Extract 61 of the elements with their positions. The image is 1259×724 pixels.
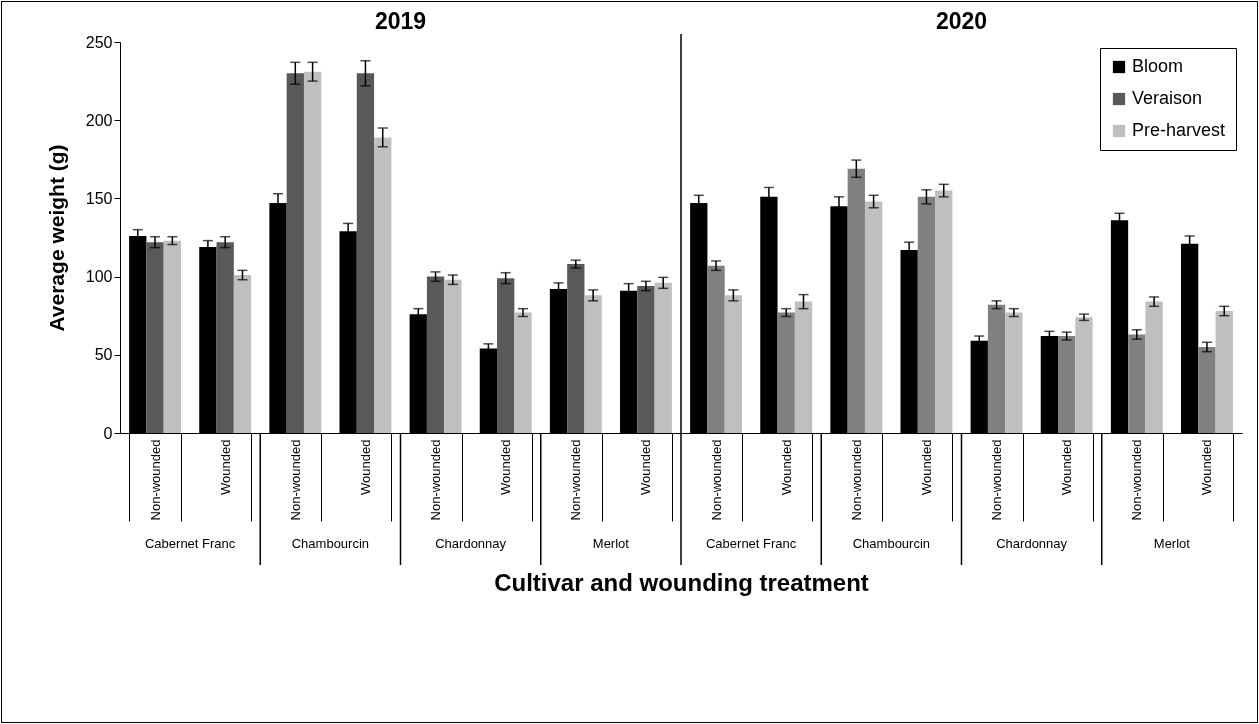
bar <box>356 73 375 433</box>
bar <box>864 201 883 433</box>
text: Chambourcin <box>291 536 370 551</box>
bar <box>1058 336 1076 433</box>
bar <box>303 71 322 433</box>
text: Chambourcin <box>852 536 931 551</box>
legend-label: Veraison <box>1132 88 1203 108</box>
x-tick-label: Non-wounded <box>568 439 584 521</box>
bar <box>216 242 234 433</box>
bar <box>917 196 936 433</box>
x-tick-label: Non-wounded <box>287 439 303 521</box>
bar <box>1145 301 1163 433</box>
bar <box>794 301 813 433</box>
x-tick-label: Non-wounded <box>428 439 444 521</box>
bar <box>426 276 445 433</box>
legend-label: Pre-harvest <box>1132 120 1226 140</box>
x-tick-label: Wounded <box>357 439 373 495</box>
x-tick-label: Non-wounded <box>1129 439 1145 521</box>
bar <box>724 295 743 433</box>
x-tick-label: Wounded <box>498 439 514 495</box>
bar <box>567 264 585 433</box>
bar <box>935 190 953 433</box>
text: Chardonnay <box>996 536 1068 551</box>
x-tick-label: Non-wounded <box>147 439 163 521</box>
text: Merlot <box>592 536 630 551</box>
y-tick-label: 100 <box>85 268 113 286</box>
x-axis-title: Cultivar and wounding treatment <box>494 568 869 596</box>
bar <box>847 168 865 433</box>
text: Merlot <box>1153 536 1191 551</box>
x-tick-label: Wounded <box>1059 439 1075 495</box>
x-tick-label: Wounded <box>638 439 654 495</box>
y-tick-label: 250 <box>85 33 113 51</box>
x-tick-label: Non-wounded <box>708 439 724 521</box>
y-tick-label: 150 <box>85 189 113 207</box>
x-tick-label: Non-wounded <box>989 439 1005 521</box>
x-tick-label: Wounded <box>778 439 794 495</box>
y-tick-label: 50 <box>94 346 113 364</box>
bar <box>1128 334 1146 433</box>
bar <box>374 137 392 433</box>
bar <box>286 73 304 433</box>
y-tick-label: 0 <box>103 424 113 442</box>
bar <box>444 279 462 433</box>
bar <box>654 282 672 433</box>
bar <box>233 275 252 433</box>
text: Cabernet Franc <box>144 536 236 551</box>
text: 2019 <box>374 8 427 34</box>
bar <box>707 265 725 433</box>
x-tick-label: Non-wounded <box>848 439 864 521</box>
x-tick-label: Wounded <box>918 439 934 495</box>
y-tick-label: 200 <box>85 111 113 129</box>
bar <box>584 295 602 433</box>
text: Chardonnay <box>435 536 507 551</box>
bar <box>146 242 164 433</box>
bar <box>497 278 515 433</box>
x-tick-label: Wounded <box>217 439 233 495</box>
text: 2020 <box>935 8 988 34</box>
y-axis-title: Average weight (g) <box>44 144 68 332</box>
x-tick-label: Wounded <box>1199 439 1215 495</box>
bar <box>1215 311 1233 433</box>
text: Cabernet Franc <box>705 536 797 551</box>
legend-label: Bloom <box>1132 56 1184 76</box>
